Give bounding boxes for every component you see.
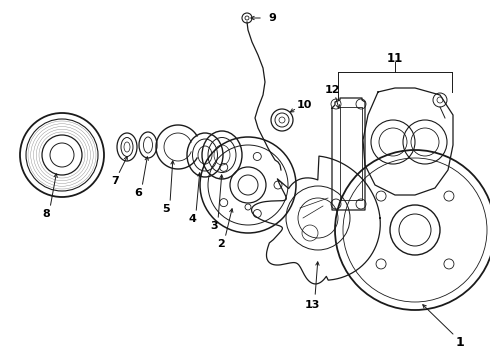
Text: 8: 8 bbox=[42, 209, 50, 219]
Text: 4: 4 bbox=[188, 214, 196, 224]
Text: 2: 2 bbox=[217, 239, 225, 249]
Text: 11: 11 bbox=[387, 51, 403, 64]
Text: 10: 10 bbox=[296, 100, 312, 110]
Text: 5: 5 bbox=[162, 204, 170, 214]
Text: 13: 13 bbox=[304, 300, 319, 310]
Text: 12: 12 bbox=[324, 85, 340, 95]
Text: 9: 9 bbox=[268, 13, 276, 23]
Text: 3: 3 bbox=[210, 221, 218, 231]
Text: 6: 6 bbox=[134, 188, 142, 198]
Text: 1: 1 bbox=[456, 336, 465, 348]
Text: 7: 7 bbox=[111, 176, 119, 186]
